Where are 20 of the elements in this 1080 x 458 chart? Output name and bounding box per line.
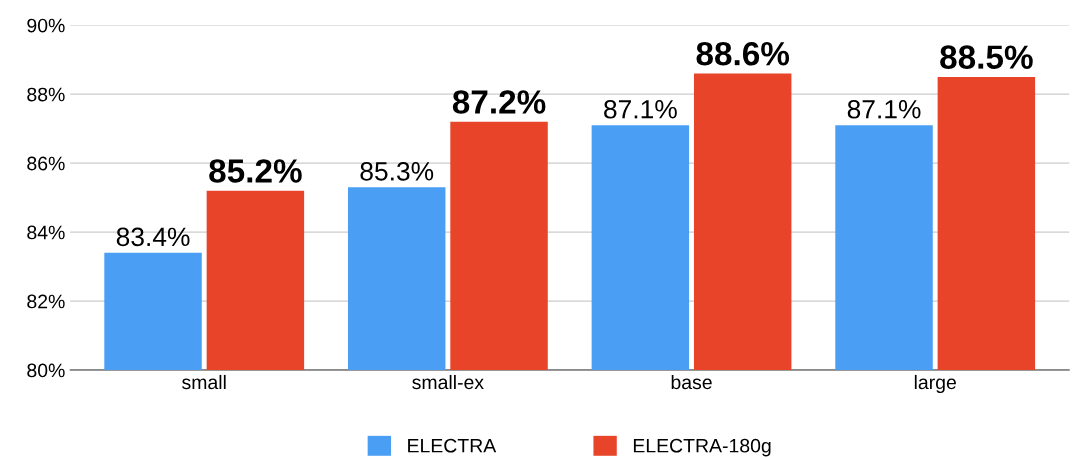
data-label: 85.3% [360, 161, 434, 181]
legend-label: ELECTRA [408, 438, 497, 453]
y-tick-label: 82% [27, 294, 65, 309]
data-label: 87.1% [604, 99, 677, 119]
y-tick-label: 90% [27, 18, 65, 33]
y-tick-label: 80% [27, 363, 65, 378]
data-label: 88.6% [696, 41, 790, 66]
x-tick-label: base [671, 374, 712, 390]
data-label: 85.2% [209, 159, 302, 183]
x-tick-label: small-ex [412, 374, 484, 390]
x-tick-label: large [914, 374, 956, 394]
y-tick-label: 86% [27, 156, 65, 171]
data-label: 87.1% [847, 99, 921, 119]
data-label: 83.4% [116, 227, 190, 247]
y-tick-label: 84% [27, 225, 65, 240]
data-label: 87.2% [452, 90, 546, 114]
x-tick-label: small [182, 374, 226, 390]
data-label: 88.5% [940, 45, 1033, 69]
y-tick-label: 88% [27, 87, 65, 102]
legend-label: ELECTRA-180g [633, 438, 771, 457]
